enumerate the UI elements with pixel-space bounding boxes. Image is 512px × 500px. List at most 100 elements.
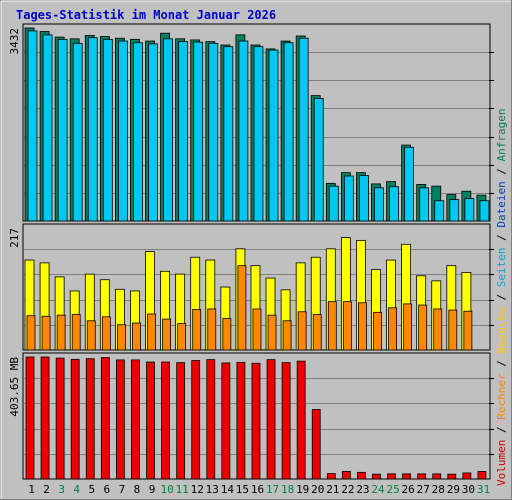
legend-entry-besuche: Besuche	[495, 307, 508, 353]
bar-volumen	[477, 471, 487, 480]
bar-rechner	[86, 320, 96, 351]
day-label: 11	[176, 483, 189, 496]
bar-volumen	[417, 473, 427, 480]
legend-separator: /	[495, 354, 508, 374]
day-label: 17	[266, 483, 279, 496]
legend-entry-dateien: Dateien	[495, 181, 508, 227]
day-label: 21	[326, 483, 339, 496]
bar-rechner	[26, 315, 36, 351]
bar-rechner	[252, 308, 262, 351]
day-label: 16	[251, 483, 264, 496]
y-max-label-anfragen: 3432	[8, 28, 21, 55]
bar-dateien	[208, 42, 219, 222]
bar-dateien	[328, 185, 339, 222]
bar-dateien	[72, 42, 83, 222]
day-label: 7	[119, 483, 126, 496]
bar-volumen	[341, 471, 351, 480]
bar-rechner	[207, 308, 217, 351]
bar-dateien	[434, 200, 445, 222]
legend-entry-anfragen: Anfragen	[495, 108, 508, 161]
legend: Volumen / Rechner / Besuche / Seiten / D…	[495, 108, 508, 486]
bar-volumen	[100, 357, 110, 480]
bar-rechner	[373, 311, 382, 351]
day-label: 27	[417, 483, 430, 496]
bar-rechner	[116, 324, 126, 351]
bar-rechner	[71, 314, 81, 351]
bar-volumen	[266, 359, 276, 480]
day-label: 15	[236, 483, 249, 496]
day-label: 31	[477, 483, 490, 496]
bar-volumen	[25, 356, 35, 480]
bar-volumen	[296, 360, 306, 480]
day-label: 1	[28, 483, 35, 496]
bar-rechner	[162, 318, 171, 351]
day-label: 19	[296, 483, 309, 496]
bar-volumen	[372, 473, 381, 480]
day-label: 30	[462, 483, 475, 496]
bar-volumen	[70, 358, 80, 480]
bar-dateien	[404, 146, 415, 222]
y-max-label-seiten: 217	[8, 228, 21, 248]
bar-dateien	[87, 37, 98, 222]
bar-dateien	[178, 41, 189, 222]
bar-volumen	[55, 357, 65, 480]
day-label: 28	[432, 483, 445, 496]
bar-dateien	[479, 200, 490, 222]
bar-volumen	[447, 473, 457, 480]
bar-volumen	[311, 409, 321, 480]
bar-rechner	[101, 316, 111, 351]
day-label: 8	[134, 483, 141, 496]
bar-volumen	[206, 359, 216, 480]
bar-volumen	[161, 361, 170, 480]
bar-rechner	[147, 313, 156, 351]
legend-entry-volumen: Volumen	[495, 440, 508, 486]
bar-volumen	[191, 360, 201, 480]
bar-dateien	[283, 42, 294, 222]
bar-volumen	[40, 356, 50, 480]
chart-title: Tages-Statistik im Monat Januar 2026	[16, 8, 276, 22]
day-label: 22	[341, 483, 354, 496]
legend-entry-rechner: Rechner	[495, 373, 508, 420]
bar-dateien	[193, 41, 204, 222]
day-label: 9	[149, 483, 156, 496]
bar-volumen	[462, 472, 472, 480]
bar-volumen	[85, 358, 95, 480]
bar-volumen	[402, 473, 412, 480]
day-label: 18	[281, 483, 294, 496]
bar-rechner	[433, 308, 443, 351]
bar-dateien	[464, 198, 475, 222]
bar-rechner	[177, 323, 187, 351]
bar-volumen	[146, 361, 155, 480]
bar-dateien	[419, 187, 430, 222]
day-label: 3	[58, 483, 65, 496]
bar-rechner	[192, 309, 202, 351]
day-label: 10	[160, 483, 173, 496]
bar-rechner	[418, 304, 428, 351]
day-label: 23	[356, 483, 369, 496]
bar-dateien	[268, 49, 279, 222]
bar-dateien	[374, 187, 384, 222]
day-label: 5	[88, 483, 95, 496]
bar-volumen	[387, 473, 396, 480]
day-label: 13	[206, 483, 219, 496]
bar-rechner	[282, 320, 292, 351]
legend-separator: /	[495, 228, 508, 248]
bar-dateien	[133, 42, 143, 222]
bar-rechner	[297, 311, 307, 351]
day-label: 14	[221, 483, 235, 496]
bar-rechner	[463, 310, 473, 351]
bar-rechner	[237, 265, 247, 351]
day-label: 4	[73, 483, 80, 496]
bar-volumen	[432, 473, 442, 480]
bar-rechner	[41, 315, 51, 351]
day-label: 26	[402, 483, 415, 496]
day-label: 12	[191, 483, 204, 496]
bar-rechner	[132, 322, 141, 351]
bar-rechner	[448, 309, 458, 351]
bar-rechner	[388, 307, 397, 351]
bar-dateien	[359, 175, 369, 222]
bar-dateien	[253, 46, 264, 222]
legend-entry-seiten: Seiten	[495, 248, 508, 288]
bar-dateien	[163, 38, 173, 222]
